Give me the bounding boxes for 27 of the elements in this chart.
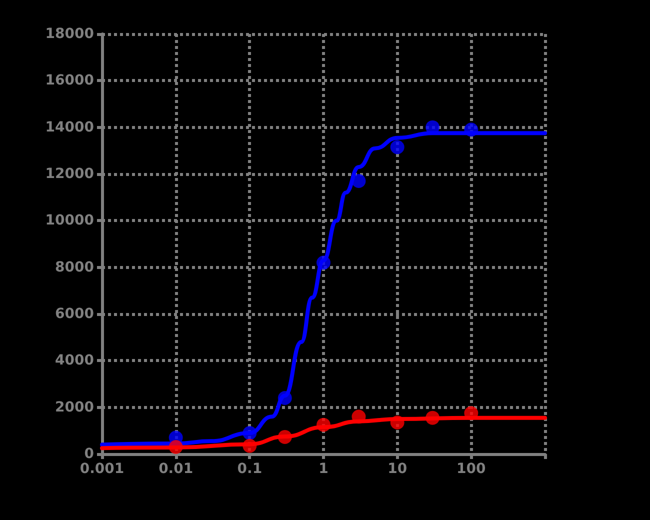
y-tick-label: 18000: [45, 26, 94, 42]
point: [464, 122, 478, 137]
y-tick-label: 6000: [55, 306, 94, 322]
point: [352, 410, 366, 424]
y-tick-label: 14000: [45, 119, 94, 136]
x-tick-label: 0.1: [237, 461, 262, 477]
x-tick-label: 0.001: [80, 461, 124, 477]
point: [316, 418, 330, 432]
y-tick-label: 4000: [55, 352, 94, 369]
y-tick-label: 10000: [45, 212, 94, 229]
point: [390, 416, 404, 430]
point: [316, 256, 330, 270]
point: [426, 410, 440, 425]
x-tick-label: 0.01: [158, 461, 194, 477]
point: [464, 406, 478, 420]
y-tick-label: 8000: [55, 259, 94, 276]
point: [278, 430, 292, 444]
x-tick-label: 100: [456, 461, 486, 477]
x-tick-label: 1: [318, 461, 328, 477]
point: [278, 391, 292, 405]
y-tick-label: 2000: [55, 399, 94, 416]
y-tick-label: 16000: [45, 72, 94, 89]
point: [390, 140, 404, 154]
point: [352, 174, 366, 188]
y-tick-label: 0: [84, 446, 94, 462]
x-tick-label: 10: [388, 461, 408, 477]
y-tick-label: 12000: [45, 166, 94, 182]
